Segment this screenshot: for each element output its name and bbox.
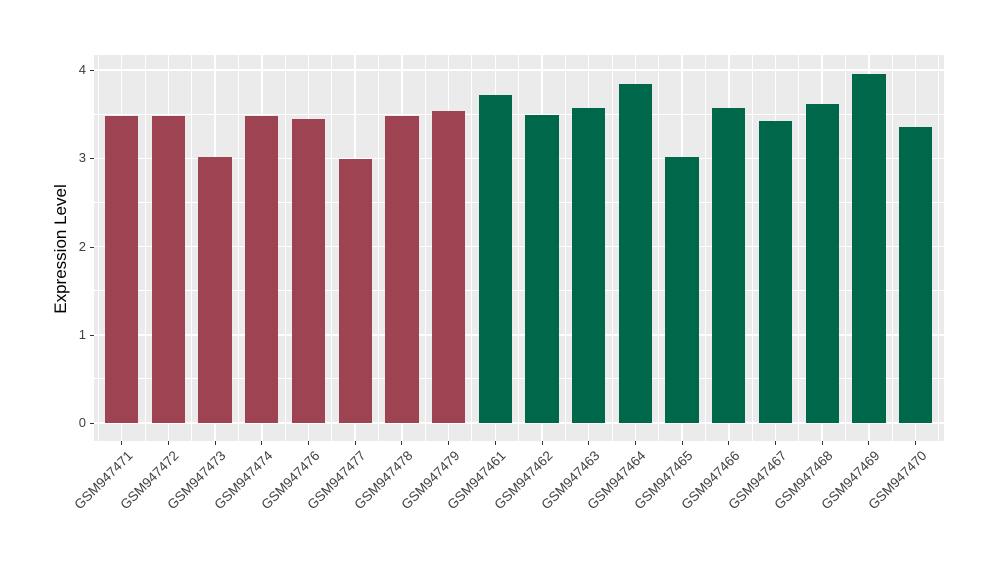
x-tick-mark xyxy=(728,441,730,445)
bar-GSM947462 xyxy=(525,115,559,423)
y-tick-mark xyxy=(90,334,94,336)
bar-GSM947464 xyxy=(618,84,653,423)
y-tick-mark xyxy=(90,158,94,160)
minor-x-gridline xyxy=(938,55,940,441)
x-tick-mark xyxy=(775,441,776,445)
y-tick-mark xyxy=(90,70,94,71)
x-tick-mark xyxy=(308,441,309,445)
minor-x-gridline xyxy=(144,55,146,441)
x-tick-mark xyxy=(214,441,216,445)
y-tick-mark xyxy=(90,246,94,248)
y-tick-label: 1 xyxy=(78,326,86,342)
bar-GSM947471 xyxy=(105,115,139,423)
major-y-gridline xyxy=(94,334,944,336)
x-tick-mark xyxy=(121,441,123,445)
x-tick-mark xyxy=(261,441,263,445)
minor-x-gridline xyxy=(704,55,706,441)
bar-GSM947473 xyxy=(198,157,232,423)
minor-x-gridline xyxy=(284,55,286,441)
bar-GSM947465 xyxy=(665,157,699,423)
minor-x-gridline xyxy=(891,55,893,441)
bar-GSM947476 xyxy=(291,119,326,423)
minor-x-gridline xyxy=(424,55,426,441)
minor-x-gridline xyxy=(751,55,753,441)
plot-panel xyxy=(94,55,944,441)
x-tick-mark xyxy=(448,441,450,445)
bar-GSM947467 xyxy=(758,121,793,423)
minor-x-gridline xyxy=(845,55,847,441)
bar-GSM947463 xyxy=(572,107,606,423)
bar-GSM947477 xyxy=(338,159,372,423)
bar-GSM947479 xyxy=(431,111,466,423)
x-tick-mark xyxy=(167,441,169,445)
bar-GSM947474 xyxy=(245,115,279,423)
minor-x-gridline xyxy=(518,55,520,441)
minor-x-gridline xyxy=(97,55,99,441)
bar-GSM947466 xyxy=(712,107,746,423)
major-y-gridline xyxy=(94,69,944,71)
x-tick-mark xyxy=(541,441,543,445)
bar-GSM947472 xyxy=(151,115,186,423)
x-tick-mark xyxy=(915,441,917,445)
minor-x-gridline xyxy=(378,55,380,441)
minor-x-gridline xyxy=(611,55,613,441)
major-y-gridline xyxy=(94,422,944,424)
major-y-gridline xyxy=(94,157,944,159)
x-tick-mark xyxy=(634,441,636,445)
bar-GSM947468 xyxy=(805,103,839,423)
x-tick-mark xyxy=(401,441,403,445)
y-axis-title: Expression Level xyxy=(51,184,70,314)
bar-GSM947470 xyxy=(898,127,933,423)
major-y-gridline xyxy=(94,245,944,248)
x-tick-mark xyxy=(868,441,870,445)
x-tick-mark xyxy=(494,441,496,445)
x-tick-mark xyxy=(681,441,683,445)
bar-GSM947478 xyxy=(385,115,419,423)
minor-x-gridline xyxy=(564,55,566,441)
y-tick-label: 4 xyxy=(78,62,86,77)
y-tick-mark xyxy=(90,423,94,424)
bar-GSM947469 xyxy=(852,74,886,423)
x-tick-mark xyxy=(354,441,356,445)
x-tick-mark xyxy=(588,441,590,445)
bar-GSM947461 xyxy=(478,94,512,423)
y-tick-label: 3 xyxy=(78,150,86,166)
y-tick-label: 0 xyxy=(78,415,86,430)
minor-x-gridline xyxy=(331,55,333,441)
minor-x-gridline xyxy=(798,55,800,441)
minor-x-gridline xyxy=(237,55,239,441)
y-tick-label: 2 xyxy=(78,238,86,254)
x-tick-mark xyxy=(821,441,823,445)
minor-x-gridline xyxy=(191,55,193,441)
minor-x-gridline xyxy=(658,55,660,441)
minor-x-gridline xyxy=(471,55,473,441)
